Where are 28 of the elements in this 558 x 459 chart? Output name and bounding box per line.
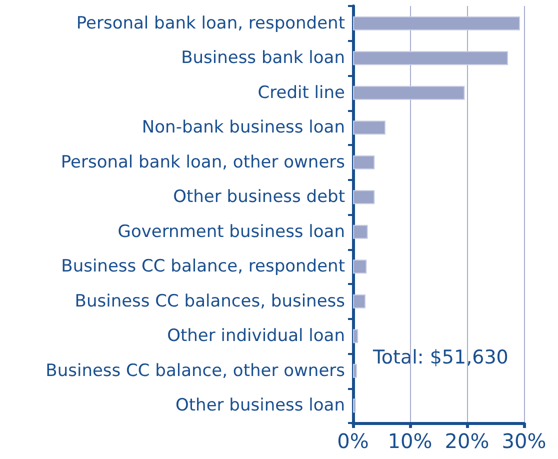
y-tick-label: Personal bank loan, other owners [60, 152, 346, 172]
bar [353, 260, 367, 274]
y-tick-label: Other business loan [176, 396, 345, 416]
y-tick-label: Business CC balance, respondent [61, 256, 346, 277]
x-tick-label: 20% [444, 429, 490, 453]
x-tick-label: 30% [502, 429, 546, 453]
y-tick-label: Other individual loan [167, 326, 345, 346]
y-tick-label: Other business debt [173, 187, 346, 208]
y-tick-label: Business bank loan [181, 48, 345, 68]
bar [353, 86, 465, 100]
bar [353, 155, 375, 170]
annotation: Total: $51,630 [372, 346, 508, 368]
y-tick-label: Business CC balance, other owners [46, 360, 346, 381]
y-tick-label: Credit line [258, 82, 345, 103]
bar [353, 190, 375, 204]
y-tick-label: Non-bank business loan [142, 118, 345, 138]
bar [353, 294, 366, 308]
bar [353, 51, 508, 66]
bar [353, 224, 368, 239]
bar [353, 120, 386, 135]
y-tick-label: Personal bank loan, respondent [76, 13, 346, 34]
y-tick-label: Business CC balances, business [74, 291, 346, 312]
bar [353, 16, 520, 30]
x-tick-label: 10% [388, 429, 432, 453]
bar [353, 364, 357, 378]
x-tick-label: 0% [337, 429, 369, 453]
bar [353, 329, 358, 344]
y-tick-label: Government business loan [118, 222, 345, 242]
